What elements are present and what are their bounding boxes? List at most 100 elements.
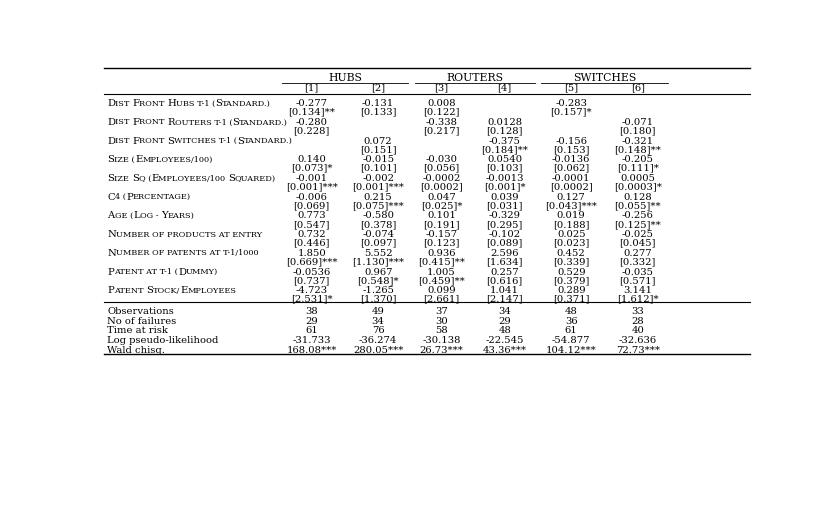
Text: EARS): EARS): [167, 212, 194, 220]
Text: Wald chisq.: Wald chisq.: [107, 346, 165, 354]
Text: [2]: [2]: [372, 83, 385, 93]
Text: 0.025: 0.025: [557, 230, 586, 239]
Text: -0.074: -0.074: [362, 230, 394, 239]
Text: ROUTERS: ROUTERS: [446, 73, 503, 83]
Text: -0.035: -0.035: [621, 268, 654, 277]
Text: -0.0136: -0.0136: [552, 156, 591, 164]
Text: -30.138: -30.138: [422, 336, 461, 345]
Text: [2.147]: [2.147]: [486, 295, 523, 304]
Text: P: P: [126, 193, 132, 202]
Text: -0.131: -0.131: [362, 99, 394, 108]
Text: 0.773: 0.773: [297, 212, 326, 220]
Text: TANDARD.): TANDARD.): [239, 118, 288, 126]
Text: [0.123]: [0.123]: [423, 238, 460, 248]
Text: -0.205: -0.205: [621, 156, 654, 164]
Text: 0.732: 0.732: [297, 230, 326, 239]
Text: -0.156: -0.156: [556, 136, 587, 146]
Text: -0.030: -0.030: [426, 156, 457, 164]
Text: [0.378]: [0.378]: [360, 220, 397, 229]
Text: [0.151]: [0.151]: [360, 145, 397, 154]
Text: [0.371]: [0.371]: [553, 295, 590, 304]
Text: -0.277: -0.277: [296, 99, 327, 108]
Text: 0.257: 0.257: [491, 268, 519, 277]
Text: S: S: [167, 136, 174, 146]
Text: E: E: [135, 156, 142, 164]
Text: TANDARD.): TANDARD.): [244, 137, 293, 145]
Text: R: R: [167, 118, 175, 127]
Text: IZE (: IZE (: [114, 156, 135, 164]
Text: 2.596: 2.596: [491, 249, 519, 258]
Text: [0.023]: [0.023]: [553, 238, 590, 248]
Text: 0.0540: 0.0540: [487, 156, 522, 164]
Text: 0.039: 0.039: [491, 193, 519, 202]
Text: [1]: [1]: [305, 83, 319, 93]
Text: TANDARD.): TANDARD.): [222, 100, 272, 108]
Text: E: E: [181, 286, 187, 295]
Text: S: S: [107, 174, 114, 183]
Text: [0.001]***: [0.001]***: [352, 182, 404, 192]
Text: [0.547]: [0.547]: [293, 220, 330, 229]
Text: 58: 58: [435, 327, 448, 335]
Text: [6]: [6]: [631, 83, 645, 93]
Text: 40: 40: [631, 327, 644, 335]
Text: [2.661]: [2.661]: [423, 295, 460, 304]
Text: N: N: [107, 230, 116, 239]
Text: UMBER OF PATENTS AT T-1/1000: UMBER OF PATENTS AT T-1/1000: [116, 249, 259, 258]
Text: [5]: [5]: [564, 83, 578, 93]
Text: 1.850: 1.850: [297, 249, 326, 258]
Text: [0.415]**: [0.415]**: [418, 258, 465, 266]
Text: -0.0001: -0.0001: [552, 174, 591, 183]
Text: 0.936: 0.936: [427, 249, 456, 258]
Text: [0.0002]: [0.0002]: [550, 182, 592, 192]
Text: [0.062]: [0.062]: [553, 164, 589, 173]
Text: H: H: [167, 99, 176, 108]
Text: 49: 49: [372, 307, 385, 316]
Text: [0.184]**: [0.184]**: [481, 145, 528, 154]
Text: [0.228]: [0.228]: [293, 126, 330, 135]
Text: HUBS: HUBS: [328, 73, 362, 83]
Text: [0.217]: [0.217]: [423, 126, 460, 135]
Text: 168.08***: 168.08***: [287, 346, 337, 354]
Text: RONT: RONT: [139, 118, 167, 126]
Text: S: S: [216, 99, 222, 108]
Text: 0.099: 0.099: [427, 286, 456, 295]
Text: [0.103]: [0.103]: [486, 164, 523, 173]
Text: 1.041: 1.041: [490, 286, 519, 295]
Text: [1.612]*: [1.612]*: [617, 295, 659, 304]
Text: 28: 28: [631, 317, 644, 326]
Text: P: P: [107, 286, 114, 295]
Text: [0.446]: [0.446]: [293, 238, 330, 248]
Text: [0.069]: [0.069]: [293, 201, 330, 210]
Text: -0.280: -0.280: [296, 118, 327, 127]
Text: [0.056]: [0.056]: [423, 164, 460, 173]
Text: P: P: [107, 268, 114, 277]
Text: S: S: [237, 136, 244, 146]
Text: F: F: [132, 99, 139, 108]
Text: 37: 37: [435, 307, 448, 316]
Text: SWITCHES: SWITCHES: [573, 73, 636, 83]
Text: -36.274: -36.274: [359, 336, 397, 345]
Text: [0.001]***: [0.001]***: [286, 182, 337, 192]
Text: WITCHES T-1 (: WITCHES T-1 (: [174, 137, 237, 145]
Text: 0.019: 0.019: [556, 212, 586, 220]
Text: D: D: [107, 99, 115, 108]
Text: F: F: [132, 136, 139, 146]
Text: -1.265: -1.265: [362, 286, 394, 295]
Text: IST: IST: [115, 137, 132, 145]
Text: 104.12***: 104.12***: [546, 346, 596, 354]
Text: -0.283: -0.283: [556, 99, 587, 108]
Text: -22.545: -22.545: [486, 336, 524, 345]
Text: [0.073]*: [0.073]*: [291, 164, 332, 173]
Text: [0.025]*: [0.025]*: [421, 201, 462, 210]
Text: 280.05***: 280.05***: [353, 346, 403, 354]
Text: UMBER OF PRODUCTS AT ENTRY: UMBER OF PRODUCTS AT ENTRY: [116, 231, 262, 238]
Text: [0.339]: [0.339]: [553, 258, 590, 266]
Text: RONT: RONT: [139, 100, 167, 108]
Text: [0.148]**: [0.148]**: [614, 145, 661, 154]
Text: Y: Y: [161, 212, 167, 220]
Text: 0.967: 0.967: [364, 268, 392, 277]
Text: 76: 76: [372, 327, 385, 335]
Text: 0.529: 0.529: [557, 268, 586, 277]
Text: 72.73***: 72.73***: [616, 346, 660, 354]
Text: RONT: RONT: [139, 137, 167, 145]
